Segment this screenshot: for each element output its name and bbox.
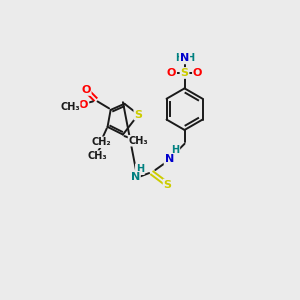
Text: N: N (130, 172, 140, 182)
Text: O: O (81, 85, 91, 95)
Text: S: S (181, 68, 189, 78)
Text: N: N (164, 154, 174, 164)
Text: CH₃: CH₃ (128, 136, 148, 146)
Text: H: H (175, 53, 183, 63)
Text: CH₂: CH₂ (92, 137, 111, 147)
Text: CH₃: CH₃ (60, 102, 80, 112)
Text: O: O (79, 100, 88, 110)
Text: H: H (136, 164, 144, 174)
Text: H: H (171, 145, 179, 155)
Text: H: H (186, 53, 194, 63)
Text: S: S (164, 180, 172, 190)
Text: O: O (167, 68, 176, 78)
Text: S: S (134, 110, 142, 119)
Text: O: O (193, 68, 202, 78)
Text: CH₃: CH₃ (88, 151, 107, 161)
Text: N: N (180, 53, 189, 63)
